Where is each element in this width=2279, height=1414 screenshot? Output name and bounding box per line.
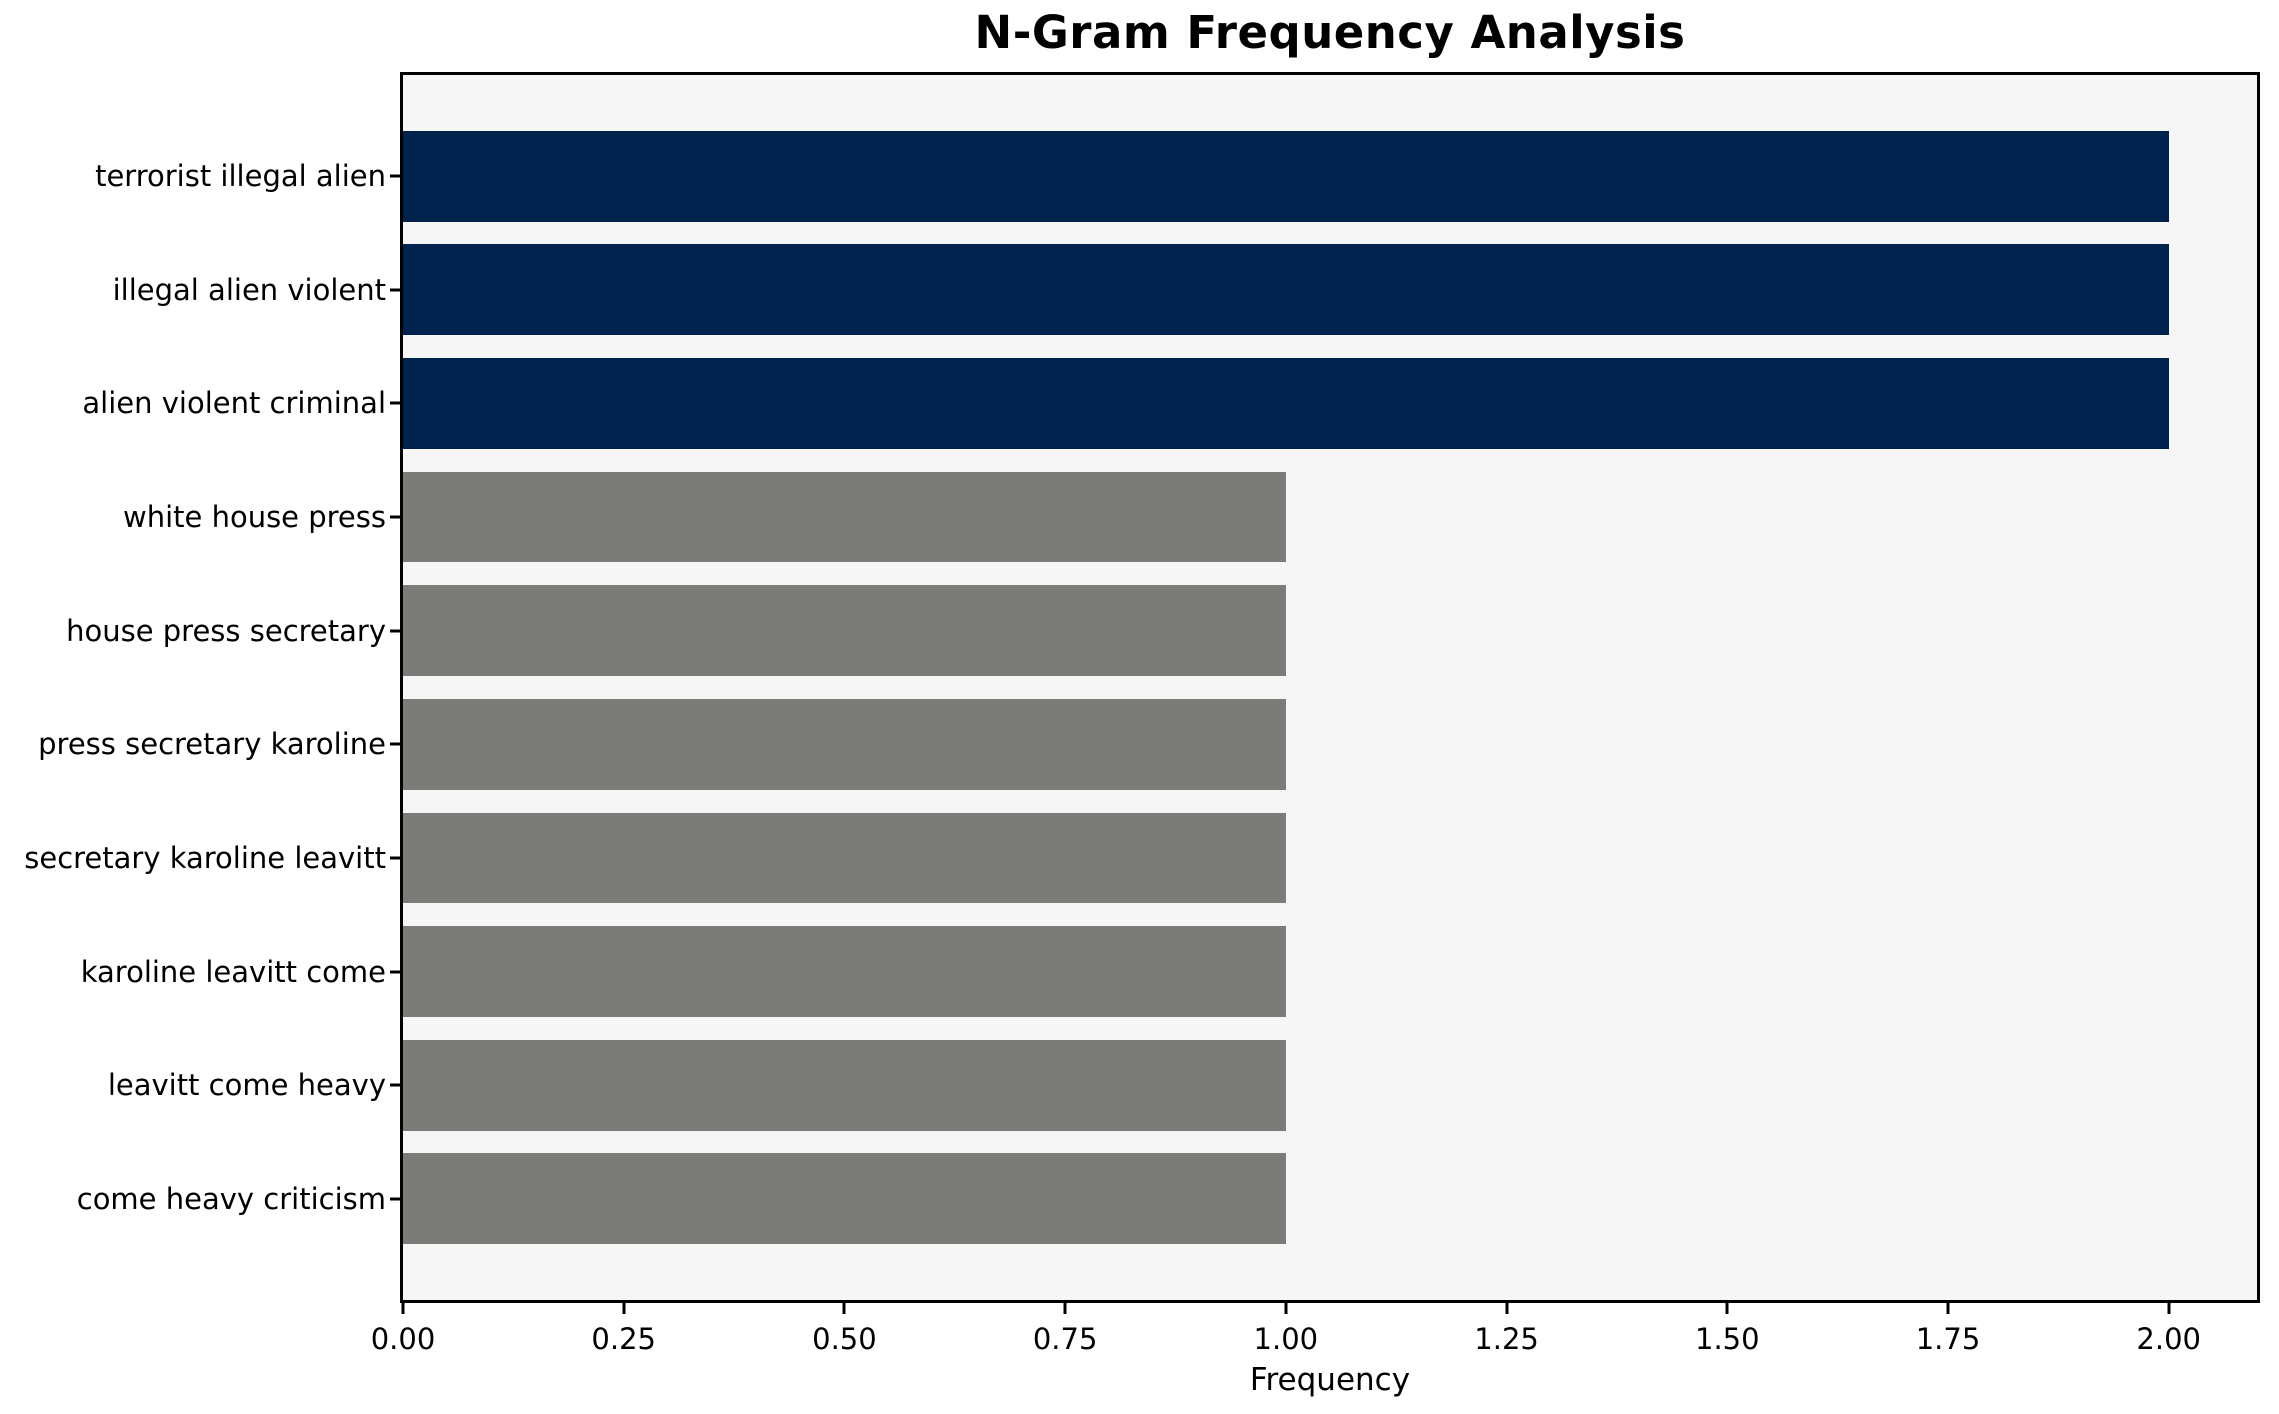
y-tick-mark [390, 401, 400, 405]
y-tick-label: house press secretary [66, 613, 386, 648]
y-tick-mark [390, 629, 400, 633]
y-tick-mark [390, 856, 400, 860]
bar [403, 585, 1286, 677]
x-axis-label: Frequency [1249, 1362, 1411, 1398]
bar [403, 357, 2169, 449]
y-tick-label: secretary karoline leavitt [24, 840, 386, 875]
y-tick-label: illegal alien violent [112, 272, 386, 307]
plot-area [400, 72, 2260, 1303]
x-tick-mark [1284, 1303, 1288, 1314]
y-tick-label: karoline leavitt come [80, 954, 386, 989]
y-tick-mark [390, 1083, 400, 1087]
y-tick-mark [390, 515, 400, 519]
x-tick-label: 0.00 [370, 1322, 436, 1356]
y-tick-label: press secretary karoline [38, 727, 386, 762]
x-tick-label: 1.25 [1474, 1322, 1539, 1356]
y-tick-mark [390, 742, 400, 746]
x-tick-mark [1063, 1303, 1067, 1314]
x-tick-mark [1505, 1303, 1509, 1314]
bar [403, 926, 1286, 1018]
x-tick-mark [842, 1303, 846, 1314]
x-tick-mark [401, 1303, 405, 1314]
y-tick-mark [390, 174, 400, 178]
bar [403, 471, 1286, 563]
x-tick-label: 1.00 [1253, 1322, 1319, 1356]
x-tick-mark [1946, 1303, 1950, 1314]
bar [403, 1153, 1286, 1245]
y-tick-label: come heavy criticism [76, 1181, 386, 1216]
chart-title: N-Gram Frequency Analysis [974, 6, 1686, 59]
x-tick-label: 0.75 [1032, 1322, 1098, 1356]
bar [403, 130, 2169, 222]
x-tick-mark [2167, 1303, 2171, 1314]
x-tick-label: 1.75 [1915, 1322, 1981, 1356]
x-tick-label: 2.00 [2136, 1322, 2201, 1356]
y-tick-label: terrorist illegal alien [95, 159, 386, 194]
x-tick-label: 0.25 [591, 1322, 656, 1356]
y-tick-label: alien violent criminal [82, 386, 386, 421]
bar [403, 698, 1286, 790]
y-tick-label: white house press [122, 500, 386, 535]
y-tick-label: leavitt come heavy [107, 1068, 386, 1103]
bar [403, 812, 1286, 904]
y-tick-mark [390, 288, 400, 292]
y-tick-mark [390, 970, 400, 974]
bar [403, 244, 2169, 336]
x-tick-mark [622, 1303, 626, 1314]
x-tick-label: 1.50 [1694, 1322, 1760, 1356]
bar [403, 1039, 1286, 1131]
x-tick-label: 0.50 [812, 1322, 877, 1356]
y-tick-mark [390, 1197, 400, 1201]
x-tick-mark [1725, 1303, 1729, 1314]
